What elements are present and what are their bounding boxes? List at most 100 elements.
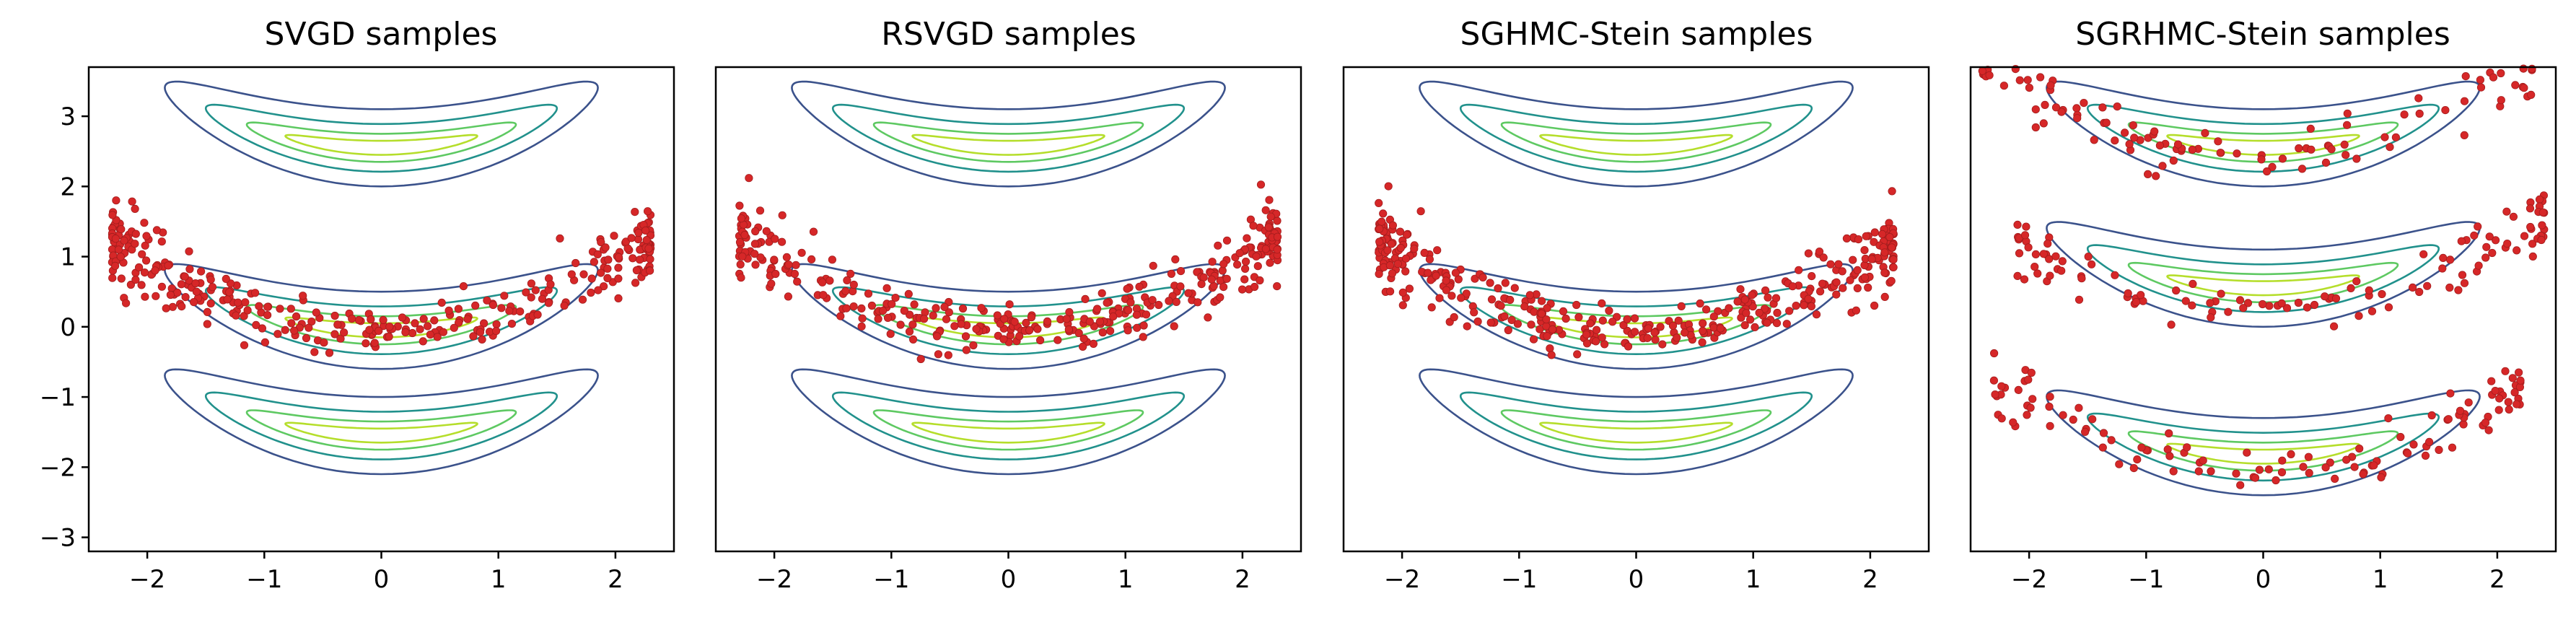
sample-point (631, 279, 640, 287)
sample-point (2342, 455, 2351, 464)
sample-point (1656, 323, 1665, 331)
sample-point (2295, 144, 2303, 153)
sample-point (2173, 140, 2183, 149)
sample-point (1598, 333, 1606, 342)
y-tick-label: 2 (60, 172, 76, 201)
y-axis: 3 2 1 0 −1 −2 −3 (40, 102, 89, 553)
sample-point (735, 201, 744, 210)
sample-point (1478, 273, 1487, 281)
sample-point (1537, 309, 1546, 318)
sample-point (1547, 351, 1556, 359)
contour-core-line (1539, 134, 1733, 156)
contour-outer-line (791, 80, 1226, 188)
sample-point (1193, 298, 1202, 307)
y-tick-label: 1 (60, 243, 76, 272)
sample-point (374, 326, 383, 335)
sample-point (173, 288, 182, 297)
sample-point (2354, 312, 2363, 320)
sample-point (1887, 276, 1896, 285)
sample-point (2304, 453, 2313, 461)
sample-point (2460, 131, 2468, 139)
x-tick-label: 2 (1235, 565, 1250, 594)
sample-point (1543, 304, 1551, 312)
contour-inner-line (872, 121, 1144, 163)
sample-point (2025, 84, 2033, 92)
sample-point (1462, 289, 1471, 298)
sample-point (1864, 283, 1872, 292)
sample-point (2330, 322, 2339, 331)
sample-point (1043, 317, 1052, 325)
contour-outer-line (2046, 221, 2481, 328)
sample-point (1624, 342, 1633, 351)
sample-point (1832, 290, 1841, 299)
sample-point (2169, 156, 2178, 165)
sample-point (181, 292, 190, 302)
sample-point (2099, 429, 2108, 437)
sample-point (1997, 414, 2006, 423)
sample-point (2075, 295, 2084, 304)
contour-outer-line (791, 368, 1226, 476)
sample-point (2513, 400, 2521, 408)
sample-point (2163, 445, 2172, 454)
sample-point (1548, 325, 1557, 333)
sample-point (1149, 261, 1157, 270)
sample-point (1880, 268, 1889, 277)
sample-point (735, 237, 745, 247)
sample-point (2509, 212, 2518, 221)
y-tick-label: −1 (40, 383, 76, 412)
sample-point (2287, 450, 2295, 459)
sample-point (2015, 249, 2024, 258)
sample-point (900, 306, 908, 315)
sample-point (891, 293, 900, 302)
sample-point (2384, 414, 2393, 423)
sample-point (1699, 326, 1707, 335)
x-tick-label: 2 (2489, 565, 2505, 594)
sample-point (2355, 444, 2364, 453)
sample-point (2069, 415, 2077, 424)
sample-point (2023, 411, 2031, 419)
sample-point (419, 337, 427, 346)
sample-point (2378, 289, 2386, 299)
sample-point (1812, 310, 1821, 319)
sample-point (111, 235, 120, 243)
sample-point (122, 299, 131, 307)
sample-point (2181, 297, 2190, 305)
sample-point (2015, 76, 2024, 84)
sample-point (2152, 172, 2160, 180)
sample-point (972, 325, 981, 333)
sample-point (2504, 398, 2513, 406)
sample-point (594, 286, 603, 294)
sample-point (2492, 236, 2500, 245)
sample-point (2073, 114, 2082, 123)
sample-point (1853, 266, 1862, 274)
sample-point (330, 330, 339, 338)
sample-point (2169, 467, 2178, 476)
sample-point (1880, 292, 1889, 301)
panel-svgd: SVGD samples −2 −1 0 1 2 3 2 1 0 −1 −2 −3 (40, 16, 675, 594)
sample-point (450, 323, 458, 332)
sample-point (492, 320, 501, 328)
contour-middle-line (2086, 103, 2440, 173)
sample-point (2409, 440, 2418, 449)
sample-point (2519, 64, 2528, 73)
sample-point (2516, 376, 2525, 385)
x-tick-label: 1 (491, 565, 507, 594)
sample-point (362, 339, 370, 348)
sample-point (203, 307, 211, 316)
sample-point (152, 292, 160, 300)
sample-point (1674, 316, 1683, 325)
sample-point (1631, 328, 1639, 336)
sample-point (289, 326, 299, 335)
sample-point (2277, 299, 2286, 307)
sample-point (111, 261, 120, 270)
sample-point (177, 280, 185, 289)
sample-point (2009, 418, 2018, 427)
sample-point (1623, 315, 1631, 323)
plot-frame (87, 66, 675, 553)
sample-point (2084, 252, 2093, 261)
samples (1375, 182, 1898, 359)
sample-point (2027, 368, 2036, 377)
sample-point (1696, 299, 1704, 308)
sample-point (302, 333, 311, 343)
sample-point (597, 237, 605, 247)
